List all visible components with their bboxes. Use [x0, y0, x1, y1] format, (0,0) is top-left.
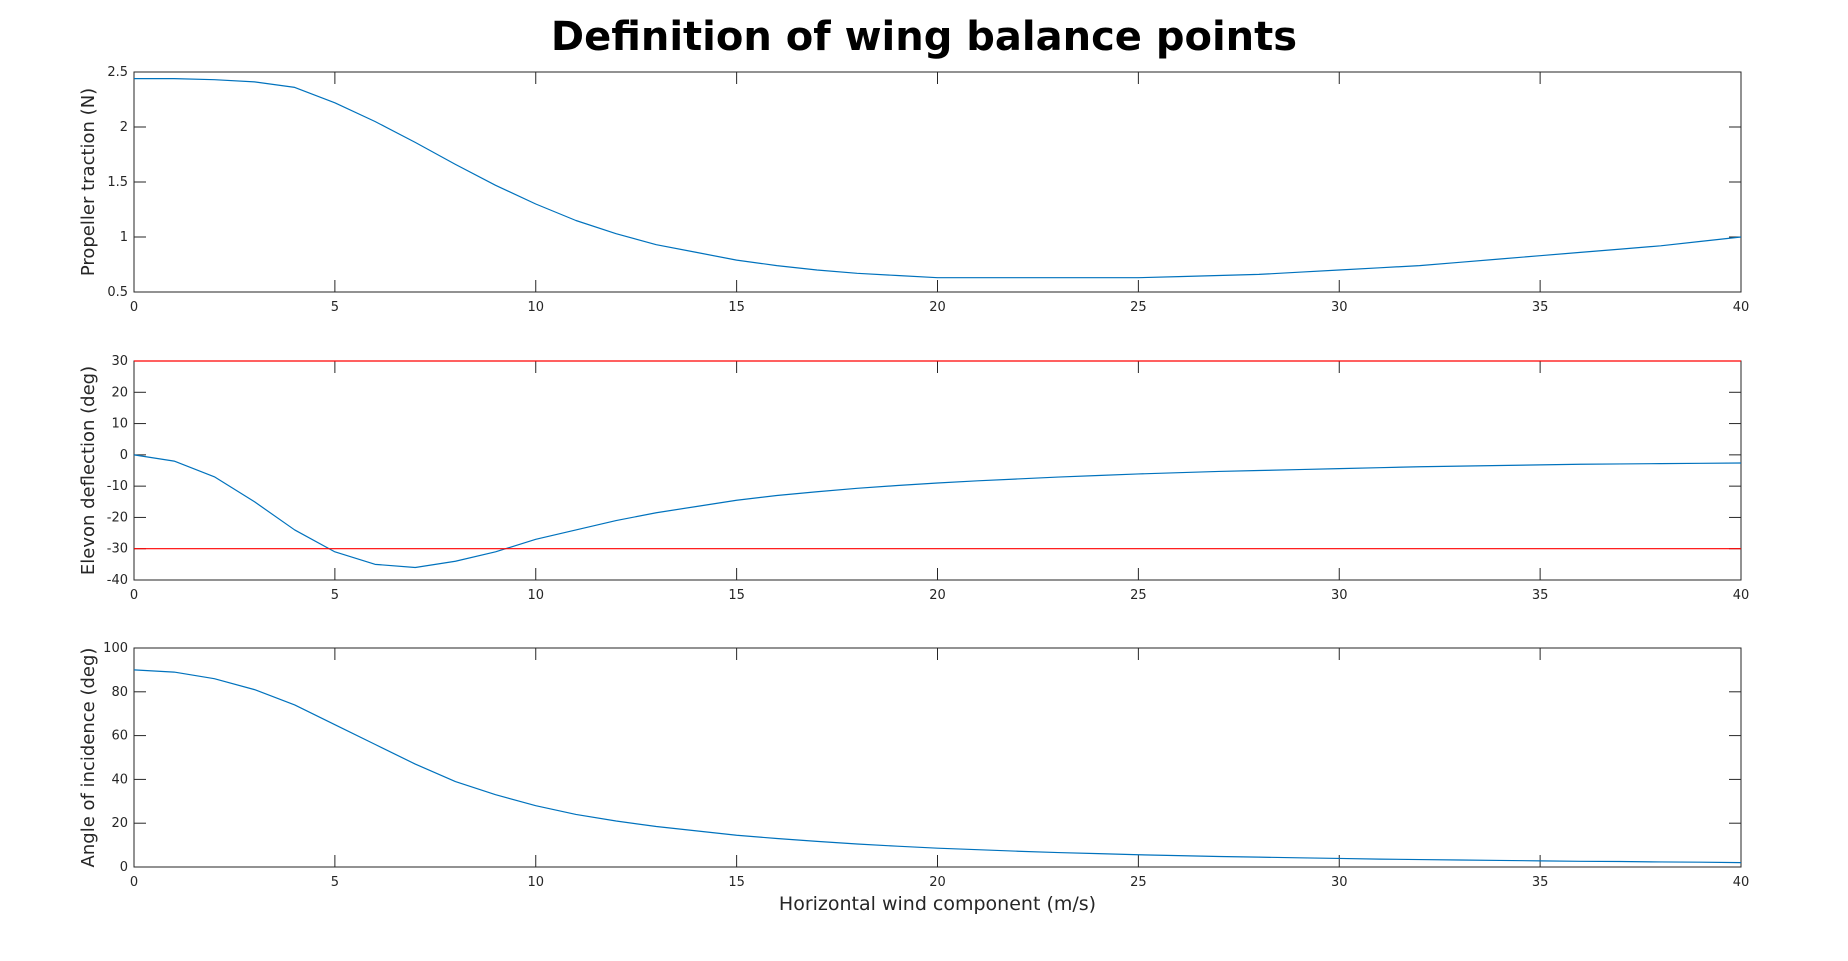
subplot-1: 0 5 10 15 20 25 30 35 40 0.5 1 1.5 2 2.5 Propeller tra… — [78, 65, 1749, 315]
y-tick-label: -20 — [107, 510, 128, 525]
x-tick-label: 0 — [130, 300, 138, 315]
y-tick-label: 20 — [111, 385, 128, 400]
y-tick-label: 40 — [111, 772, 128, 787]
x-tick-label: 35 — [1532, 588, 1549, 603]
x-tick-label: 40 — [1733, 875, 1750, 890]
x-tick-label: 25 — [1130, 875, 1147, 890]
y-tick-label: 80 — [111, 685, 128, 700]
x-tick-label: 10 — [527, 588, 544, 603]
y-axis-label: Angle of incidence (deg) — [78, 648, 99, 868]
x-tick-label: 20 — [929, 588, 946, 603]
figure-title: Definition of wing balance points — [550, 14, 1298, 60]
x-tick-label: 30 — [1331, 875, 1348, 890]
subplot-3: 0 5 10 15 20 25 30 35 40 0 20 40 60 80 100 Angle of inc… — [78, 641, 1749, 915]
y-tick-label: 0.5 — [107, 285, 128, 300]
y-tick-label: -40 — [107, 573, 128, 588]
x-tick-label: 15 — [728, 875, 745, 890]
y-tick-label: 20 — [111, 816, 128, 831]
y-tick-label: 1.5 — [107, 175, 128, 190]
y-axis-label: Propeller traction (N) — [78, 88, 99, 276]
x-tick-label: 0 — [130, 588, 138, 603]
x-tick-label: 20 — [929, 300, 946, 315]
x-tick-label: 35 — [1532, 875, 1549, 890]
series-line-1 — [133, 669, 1742, 864]
x-tick-label: 15 — [728, 300, 745, 315]
x-tick-label: 5 — [331, 588, 339, 603]
y-tick-label: 2.5 — [107, 65, 128, 80]
y-axis-label: Elevon deflection (deg) — [78, 366, 99, 575]
x-tick-label: 40 — [1733, 300, 1750, 315]
x-tick-label: 15 — [728, 588, 745, 603]
x-tick-label: 5 — [331, 300, 339, 315]
axes-box — [133, 71, 1742, 293]
x-tick-label: 20 — [929, 875, 946, 890]
x-tick-label: 5 — [331, 875, 339, 890]
axes-box — [133, 647, 1742, 868]
x-tick-label: 10 — [527, 300, 544, 315]
x-tick-label: 40 — [1733, 588, 1750, 603]
x-tick-label: 25 — [1130, 300, 1147, 315]
x-tick-label: 25 — [1130, 588, 1147, 603]
x-tick-label: 10 — [527, 875, 544, 890]
x-tick-label: 30 — [1331, 300, 1348, 315]
y-tick-label: 0 — [120, 860, 128, 875]
y-tick-label: 0 — [120, 448, 128, 463]
y-tick-label: 1 — [120, 230, 128, 245]
subplot-2: 0 5 10 15 20 25 30 35 40 -40 -30 -20 -10 0 10 20 30 Elevo… — [78, 354, 1749, 603]
x-tick-label: 30 — [1331, 588, 1348, 603]
x-tick-label: 35 — [1532, 300, 1549, 315]
axes-box — [133, 360, 1742, 581]
y-tick-label: -30 — [107, 542, 128, 557]
x-tick-label: 0 — [130, 875, 138, 890]
series-line-1 — [133, 454, 1742, 569]
y-tick-label: -10 — [107, 479, 128, 494]
y-tick-label: 100 — [103, 641, 128, 656]
series-line-1 — [134, 77, 1742, 279]
y-tick-label: 60 — [111, 729, 128, 744]
y-tick-label: 10 — [111, 417, 128, 432]
y-tick-label: 2 — [120, 120, 128, 135]
x-axis-label: Horizontal wind component (m/s) — [779, 893, 1096, 915]
y-tick-label: 30 — [111, 354, 128, 369]
